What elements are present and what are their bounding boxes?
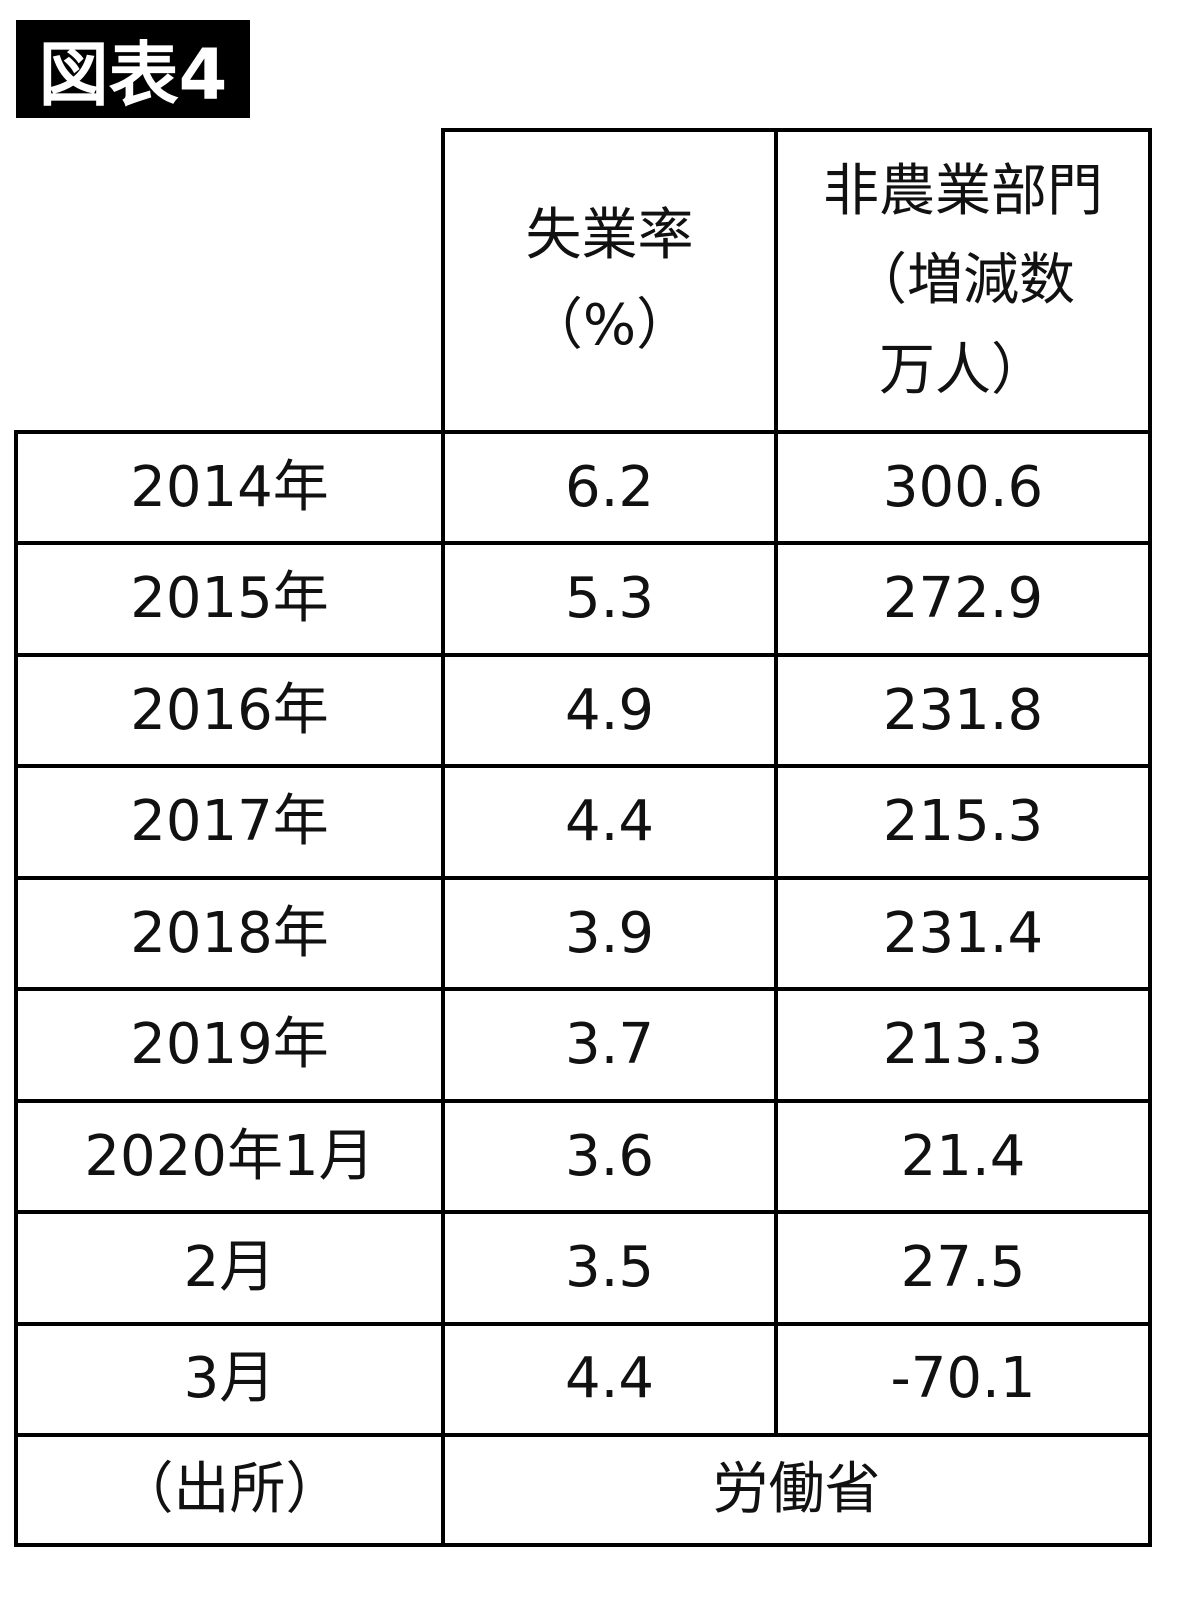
- cell-value: 4.4: [564, 789, 655, 855]
- cell-value: 27.5: [900, 1235, 1026, 1301]
- table-cell: 2018年: [14, 875, 445, 992]
- row-label: 2016年: [130, 677, 329, 743]
- table-cell: 6.2: [441, 430, 778, 546]
- table-cell: 2020年1月: [14, 1098, 445, 1215]
- cell-value: 4.9: [564, 677, 655, 743]
- source-value: 労働省: [712, 1457, 881, 1523]
- header-cell: 失業率 （%）: [441, 128, 778, 434]
- header-text: （%）: [526, 293, 693, 358]
- cell-value: 4.4: [564, 1346, 655, 1412]
- source-label: （出所）: [117, 1457, 342, 1523]
- figure-label: 図表4: [16, 20, 250, 118]
- row-label: 2015年: [130, 566, 329, 632]
- table-cell: 3.6: [441, 1098, 778, 1215]
- header-text: 失業率: [525, 203, 694, 269]
- source-label-cell: （出所）: [14, 1433, 445, 1547]
- row-label: 2月: [183, 1235, 276, 1301]
- header-text: 万人）: [879, 337, 1047, 403]
- table-cell: 4.4: [441, 764, 778, 880]
- header-cell: 非農業部門 （増減数万人）: [774, 128, 1152, 434]
- table-cell: 2014年: [14, 430, 445, 546]
- table-cell: 3.9: [441, 875, 778, 992]
- cell-value: 3.9: [564, 900, 655, 966]
- cell-value: 213.3: [882, 1012, 1044, 1078]
- table-cell: 5.3: [441, 541, 778, 657]
- table-cell: 2月: [14, 1210, 445, 1326]
- row-label: 2018年: [130, 900, 329, 966]
- source-value-cell: 労働省: [441, 1433, 1152, 1547]
- cell-value: 300.6: [882, 454, 1044, 520]
- cell-value: -70.1: [890, 1346, 1036, 1412]
- row-label: 2020年1月: [84, 1123, 375, 1189]
- table-cell: 2017年: [14, 764, 445, 880]
- table-cell: 27.5: [774, 1210, 1152, 1326]
- cell-value: 231.4: [882, 900, 1044, 966]
- table-cell: 3月: [14, 1321, 445, 1437]
- table-cell: 3.7: [441, 987, 778, 1103]
- table-cell: 231.4: [774, 875, 1152, 992]
- table-cell: 4.4: [441, 1321, 778, 1437]
- table-cell: 272.9: [774, 541, 1152, 657]
- table-cell: 2015年: [14, 541, 445, 657]
- table-cell: 21.4: [774, 1098, 1152, 1215]
- cell-value: 3.7: [564, 1012, 655, 1078]
- cell-value: 272.9: [882, 566, 1044, 632]
- row-label: 3月: [183, 1346, 276, 1412]
- cell-value: 231.8: [882, 677, 1044, 743]
- table-cell: 213.3: [774, 987, 1152, 1103]
- table-cell: 4.9: [441, 652, 778, 769]
- row-label: 2014年: [130, 454, 329, 520]
- table-cell: 2019年: [14, 987, 445, 1103]
- cell-value: 215.3: [882, 789, 1044, 855]
- header-text: 非農業部門: [823, 158, 1103, 224]
- table-cell: 3.5: [441, 1210, 778, 1326]
- cell-value: 6.2: [564, 454, 655, 520]
- table-cell: 300.6: [774, 430, 1152, 546]
- header-text: （増減数: [851, 248, 1075, 314]
- table-cell: 215.3: [774, 764, 1152, 880]
- table-cell: 2016年: [14, 652, 445, 769]
- cell-value: 5.3: [564, 566, 655, 632]
- row-label: 2019年: [130, 1012, 329, 1078]
- row-label: 2017年: [130, 789, 329, 855]
- table-cell: 231.8: [774, 652, 1152, 769]
- cell-value: 3.6: [564, 1123, 655, 1189]
- cell-value: 3.5: [564, 1235, 655, 1301]
- cell-value: 21.4: [900, 1123, 1026, 1189]
- table-cell: -70.1: [774, 1321, 1152, 1437]
